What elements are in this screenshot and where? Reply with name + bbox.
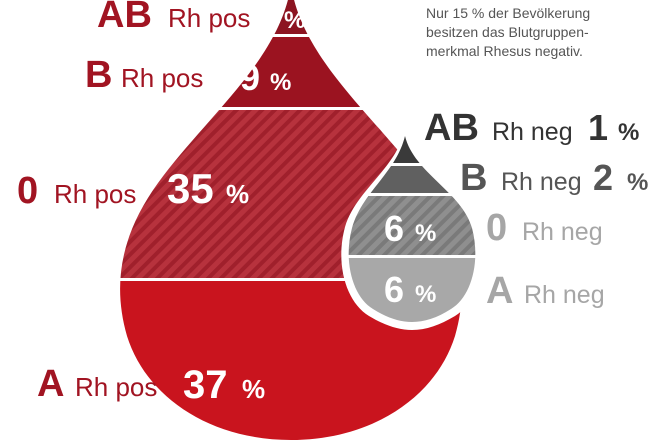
- label-0-rh-pos: 0 Rh pos: [17, 170, 136, 212]
- blood-group-label: A: [37, 363, 64, 405]
- label-a-rh-neg: A Rh neg: [486, 270, 605, 312]
- percent-value: 6: [384, 208, 404, 249]
- percent-symbol: %: [627, 169, 648, 196]
- segment-0-rh-neg: [348, 196, 476, 255]
- value-0-rh-neg: 6%: [384, 208, 436, 249]
- percent-value: 4: [256, 0, 276, 36]
- info-note-line: Nur 15 % der Bevölkerung: [426, 5, 591, 21]
- label-0-rh-neg: 0 Rh neg: [486, 207, 603, 249]
- info-note-line: merkmal Rhesus negativ.: [426, 43, 583, 59]
- blood-group-label: B: [460, 157, 487, 199]
- percent-value: 2: [593, 157, 613, 198]
- blood-group-label: A: [486, 270, 513, 312]
- percent-value: 37: [183, 363, 228, 407]
- blood-group-label: AB: [424, 107, 479, 149]
- rh-factor-label: Rh pos: [168, 3, 250, 33]
- value-0-rh-pos: 35%: [167, 165, 249, 212]
- value-a-rh-pos: 37%: [183, 363, 265, 407]
- percent-value: 6: [384, 269, 404, 310]
- info-note-line: besitzen das Blutgruppen-: [426, 24, 589, 40]
- label-b-rh-neg: B Rh neg 2%: [460, 157, 648, 199]
- rh-factor-label: Rh pos: [54, 179, 136, 209]
- rh-factor-label: Rh pos: [75, 372, 157, 402]
- percent-value: 1: [588, 107, 608, 148]
- blood-group-label: 0: [486, 207, 507, 249]
- percent-symbol: %: [226, 179, 249, 209]
- percent-symbol: %: [284, 7, 305, 34]
- label-ab-rh-neg: AB Rh neg 1%: [424, 107, 639, 149]
- percent-symbol: %: [415, 220, 436, 247]
- blood-group-label: B: [85, 54, 112, 96]
- rh-factor-label: Rh pos: [121, 63, 203, 93]
- percent-symbol: %: [415, 281, 436, 308]
- percent-symbol: %: [618, 119, 639, 146]
- value-ab-rh-pos: 4%: [256, 0, 305, 36]
- percent-value: 9: [240, 57, 260, 98]
- label-a-rh-pos: A Rh pos: [37, 363, 157, 405]
- percent-symbol: %: [270, 69, 291, 96]
- label-b-rh-pos: B Rh pos: [85, 54, 203, 96]
- rh-factor-label: Rh neg: [492, 118, 573, 146]
- rh-factor-label: Rh neg: [501, 168, 582, 196]
- label-ab-rh-pos: AB Rh pos: [97, 0, 250, 36]
- blood-group-label: AB: [97, 0, 152, 36]
- percent-symbol: %: [242, 374, 265, 404]
- percent-value: 35: [167, 165, 214, 212]
- rh-factor-label: Rh neg: [524, 281, 605, 309]
- value-b-rh-pos: 9%: [240, 57, 291, 98]
- value-a-rh-neg: 6%: [384, 269, 436, 310]
- info-note: Nur 15 % der Bevölkerung besitzen das Bl…: [426, 4, 651, 61]
- rh-factor-label: Rh neg: [522, 218, 603, 246]
- blood-group-label: 0: [17, 170, 38, 212]
